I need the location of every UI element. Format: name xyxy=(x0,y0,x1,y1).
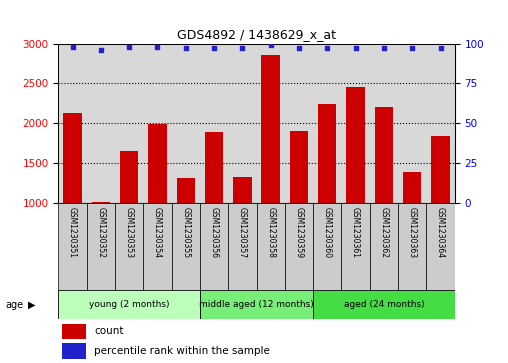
Text: GSM1230354: GSM1230354 xyxy=(153,207,162,258)
Bar xyxy=(426,203,455,290)
Bar xyxy=(64,113,82,203)
Bar xyxy=(431,136,450,203)
Text: count: count xyxy=(94,326,123,336)
Point xyxy=(267,42,275,48)
Bar xyxy=(200,290,313,319)
Text: percentile rank within the sample: percentile rank within the sample xyxy=(94,346,270,356)
Bar xyxy=(62,324,86,339)
Bar xyxy=(233,177,251,203)
Bar xyxy=(148,124,167,203)
Text: ▶: ▶ xyxy=(28,300,36,310)
Bar xyxy=(91,202,110,203)
Bar xyxy=(205,132,224,203)
Text: GSM1230358: GSM1230358 xyxy=(266,207,275,258)
Bar xyxy=(228,203,257,290)
Bar xyxy=(143,203,172,290)
Bar xyxy=(290,131,308,203)
Text: GSM1230357: GSM1230357 xyxy=(238,207,247,258)
Text: GSM1230360: GSM1230360 xyxy=(323,207,332,258)
Text: GSM1230353: GSM1230353 xyxy=(124,207,134,258)
Text: GSM1230363: GSM1230363 xyxy=(408,207,417,258)
Point xyxy=(69,44,77,50)
Text: GSM1230356: GSM1230356 xyxy=(210,207,218,258)
Bar xyxy=(120,151,138,203)
Text: GSM1230355: GSM1230355 xyxy=(181,207,190,258)
Bar xyxy=(262,55,280,203)
Bar xyxy=(58,203,87,290)
Bar xyxy=(318,104,336,203)
Point xyxy=(323,45,331,51)
Point xyxy=(182,45,190,51)
Text: GSM1230362: GSM1230362 xyxy=(379,207,389,258)
Text: aged (24 months): aged (24 months) xyxy=(343,301,424,309)
Point xyxy=(210,45,218,51)
Bar xyxy=(313,203,341,290)
Bar xyxy=(285,203,313,290)
Title: GDS4892 / 1438629_x_at: GDS4892 / 1438629_x_at xyxy=(177,28,336,41)
Point xyxy=(380,45,388,51)
Point xyxy=(125,44,133,50)
Bar xyxy=(398,203,426,290)
Bar xyxy=(62,343,86,359)
Bar xyxy=(172,203,200,290)
Text: age: age xyxy=(5,300,23,310)
Bar xyxy=(115,203,143,290)
Bar xyxy=(313,290,455,319)
Bar xyxy=(257,203,285,290)
Text: GSM1230361: GSM1230361 xyxy=(351,207,360,258)
Bar xyxy=(177,178,195,203)
Bar xyxy=(346,87,365,203)
Text: GSM1230364: GSM1230364 xyxy=(436,207,445,258)
Text: GSM1230359: GSM1230359 xyxy=(295,207,303,258)
Text: GSM1230351: GSM1230351 xyxy=(68,207,77,258)
Bar xyxy=(403,172,422,203)
Point xyxy=(238,45,246,51)
Text: GSM1230352: GSM1230352 xyxy=(97,207,105,258)
Bar xyxy=(58,290,200,319)
Point xyxy=(352,45,360,51)
Bar xyxy=(370,203,398,290)
Point xyxy=(153,44,162,50)
Text: young (2 months): young (2 months) xyxy=(89,301,170,309)
Text: middle aged (12 months): middle aged (12 months) xyxy=(199,301,314,309)
Point xyxy=(436,45,444,51)
Point xyxy=(408,45,416,51)
Point xyxy=(97,47,105,53)
Bar xyxy=(341,203,370,290)
Bar xyxy=(375,107,393,203)
Point xyxy=(295,45,303,51)
Bar xyxy=(87,203,115,290)
Bar xyxy=(200,203,228,290)
